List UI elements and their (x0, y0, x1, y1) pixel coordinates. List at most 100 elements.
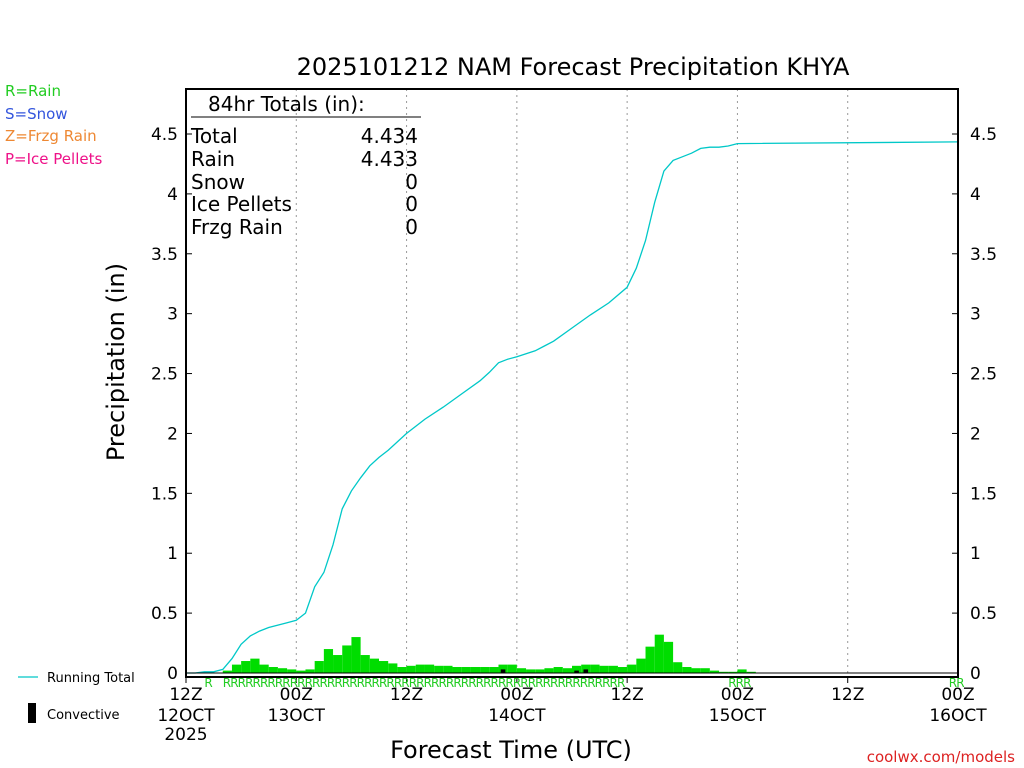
totals-label-snow: Snow (191, 170, 245, 194)
precip-bar (379, 661, 389, 673)
precip-bar (719, 671, 729, 673)
y-tick-label-right: 4 (970, 185, 981, 205)
x-tick-date: 16OCT (929, 706, 987, 726)
totals-label-rain: Rain (191, 147, 235, 171)
totals-label-frzg-rain: Frzg Rain (191, 215, 283, 239)
precip-bar (323, 649, 334, 673)
x-tick-date: 14OCT (488, 706, 546, 726)
y-axis-ticks: 0 00.5 0.51 11.5 1.52 22.5 2.53 33.5 3.54 44.5 4.5 (151, 125, 997, 684)
x-tick-date: 12OCT (157, 706, 215, 726)
y-tick-label: 2.5 (151, 365, 178, 385)
x-tick-label: 00Z (721, 685, 754, 705)
precip-bar (535, 669, 545, 673)
precip-bar (443, 665, 453, 673)
precip-bar (222, 670, 232, 673)
totals-box: 84hr Totals (in): Total 4.434 Rain 4.433… (190, 92, 421, 239)
x-tick-label: 00Z (280, 685, 313, 705)
precip-bar (406, 665, 416, 673)
precip-bar (470, 667, 481, 673)
convective-bars (500, 669, 589, 673)
y-tick-label: 1 (167, 544, 178, 564)
precip-bar (663, 641, 674, 673)
precip-bar (516, 668, 527, 673)
y-tick-label: 0 (167, 664, 178, 684)
ptype-mark: R (204, 676, 212, 690)
x-tick-date: 13OCT (268, 706, 326, 726)
running-total-line (186, 141, 959, 674)
ptype-mark: RRR (728, 676, 751, 690)
y-tick-label-right: 0.5 (970, 604, 997, 624)
precip-bar (746, 671, 756, 673)
precip-bar (507, 664, 517, 673)
y-tick-label-right: 3.5 (970, 245, 997, 265)
precip-bar (608, 665, 618, 673)
y-tick-label-right: 2.5 (970, 365, 997, 385)
y-axis-label: Precipitation (in) (102, 263, 130, 461)
precip-bar (333, 655, 343, 673)
legend-convective: Convective (47, 708, 120, 723)
credit-text: coolwx.com/models (867, 748, 1015, 766)
precip-bar (700, 668, 710, 673)
precip-bar (434, 665, 444, 673)
y-tick-label: 4.5 (151, 125, 178, 145)
precip-bar (572, 665, 582, 673)
chart-title: 2025101212 NAM Forecast Precipitation KH… (297, 53, 850, 81)
y-tick-label: 3 (167, 305, 178, 325)
precip-bar (314, 661, 324, 673)
precip-bar (287, 669, 297, 673)
precip-bar (627, 664, 637, 673)
ptype-marks: R RRRRRRRRRRRRRRRRRRRRRRRRRRRRRRRRRRRRRRR… (204, 676, 965, 690)
precip-bar (645, 646, 655, 673)
precip-bar (590, 664, 600, 673)
precip-bar (553, 667, 563, 673)
legend-rain: R=Rain (5, 82, 61, 100)
precip-bar (360, 655, 370, 673)
plot-frame (185, 88, 959, 678)
precip-bar (305, 669, 315, 673)
convective-bar (574, 670, 579, 673)
legend-snow: S=Snow (5, 105, 68, 123)
x-tick-label: 12Z (831, 685, 864, 705)
precip-bar (617, 667, 628, 673)
precip-bar (351, 637, 361, 673)
legend-running-total: Running Total (47, 671, 135, 686)
x-tick-label: 00Z (941, 685, 974, 705)
y-tick-label: 4 (167, 185, 178, 205)
y-tick-label-right: 4.5 (970, 125, 997, 145)
y-tick-label: 0.5 (151, 604, 178, 624)
precip-bar (231, 664, 242, 673)
precip-bar (691, 668, 701, 673)
precip-bar (296, 670, 306, 673)
convective-bar (500, 669, 506, 673)
convective-swatch (28, 703, 36, 723)
precip-bar (709, 670, 720, 673)
precip-bar (415, 664, 425, 673)
ptype-legend: R=Rain S=Snow Z=Frzg Rain P=Ice Pellets (5, 82, 102, 168)
precip-bar (342, 645, 352, 673)
x-tick-label: 00Z (500, 685, 533, 705)
precip-bar (268, 667, 278, 673)
y-tick-label-right: 1.5 (970, 484, 997, 504)
totals-value-total: 4.434 (361, 124, 418, 148)
precip-bar (581, 664, 591, 673)
precip-bar (461, 667, 471, 673)
y-tick-label-right: 0 (970, 664, 981, 684)
precip-bar (682, 667, 692, 673)
precip-bar (562, 668, 572, 673)
ptype-mark: RRRRRRRRRRRRRRRRRRRRRRRRRRRRRRRRRRRRRRRR… (223, 676, 625, 690)
y-tick-label: 3.5 (151, 245, 178, 265)
convective-bar (583, 669, 589, 673)
precip-bar (424, 664, 435, 673)
precip-bar (277, 668, 288, 673)
y-tick-label-right: 1 (970, 544, 981, 564)
x-axis-label: Forecast Time (UTC) (390, 736, 632, 764)
ptype-mark: RR (949, 676, 964, 690)
precip-bar (599, 665, 609, 673)
gridlines (295, 89, 849, 677)
y-tick-label: 1.5 (151, 484, 178, 504)
precip-bar (636, 658, 646, 673)
legend-ice-pellets: P=Ice Pellets (5, 150, 102, 168)
precip-bar (673, 662, 683, 673)
x-tick-label: 12Z (169, 685, 202, 705)
